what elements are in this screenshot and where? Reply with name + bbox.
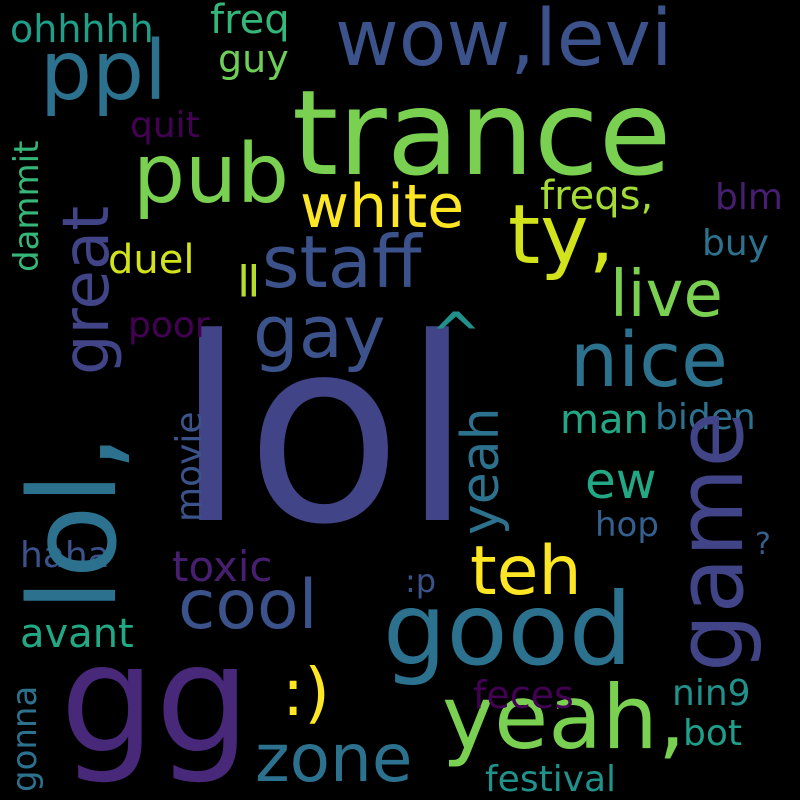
word-zone: zone xyxy=(255,720,413,797)
word-wow-levi: wow,levi xyxy=(335,0,673,84)
word-tongue: :p xyxy=(405,562,437,600)
word-duel: duel xyxy=(108,237,195,283)
word-toxic: toxic xyxy=(172,542,273,591)
word-smiley: :) xyxy=(282,654,330,731)
word-hop: hop xyxy=(595,505,659,545)
word-pub: pub xyxy=(133,127,290,222)
word-ppl: ppl xyxy=(40,24,167,119)
word-question: ? xyxy=(755,527,771,562)
word-freq: freq xyxy=(210,0,290,43)
word-avant: avant xyxy=(20,611,134,657)
word-teh: teh xyxy=(470,532,582,611)
word-festival: festival xyxy=(485,759,617,800)
word-guy: guy xyxy=(218,37,289,81)
word-dammit: dammit xyxy=(7,140,47,272)
word-good: good xyxy=(383,571,633,688)
word-blm: blm xyxy=(715,177,783,218)
word-cool: cool xyxy=(178,566,318,645)
word-biden: biden xyxy=(655,397,756,438)
word-movie: movie xyxy=(169,411,210,522)
word-bot: bot xyxy=(683,713,742,754)
word-lol-comma: lol, xyxy=(5,433,144,612)
word-gonna: gonna xyxy=(5,685,45,792)
word-great: great xyxy=(50,205,124,375)
word-nice: nice xyxy=(570,315,728,404)
word-caret: ^ xyxy=(430,299,482,372)
word-trance: trance xyxy=(292,64,672,202)
word-white: white xyxy=(300,172,465,242)
word-staff: staff xyxy=(262,220,422,304)
word-ew: ew xyxy=(585,452,657,510)
word-game: game xyxy=(657,411,764,672)
word-equals: = xyxy=(218,258,278,302)
word-nin9: nin9 xyxy=(672,673,751,714)
word-live: live xyxy=(610,258,723,332)
word-feces: feces xyxy=(473,673,574,717)
word-ohhhhh: ohhhhh xyxy=(10,7,154,51)
word-ty: ty, xyxy=(508,188,615,283)
word-gg: gg xyxy=(60,613,251,787)
word-poor: poor xyxy=(128,305,210,346)
word-man: man xyxy=(560,397,649,443)
word-lol: lol xyxy=(175,284,473,581)
word-haha: haha xyxy=(20,535,110,576)
word-freqs: freqs, xyxy=(540,173,654,219)
word-yeah-comma: yeah, xyxy=(442,666,686,769)
word-yeah: yeah xyxy=(451,407,511,535)
word-gay: gay xyxy=(253,290,386,374)
word-quit: quit xyxy=(130,105,200,146)
word-buy: buy xyxy=(702,223,769,264)
